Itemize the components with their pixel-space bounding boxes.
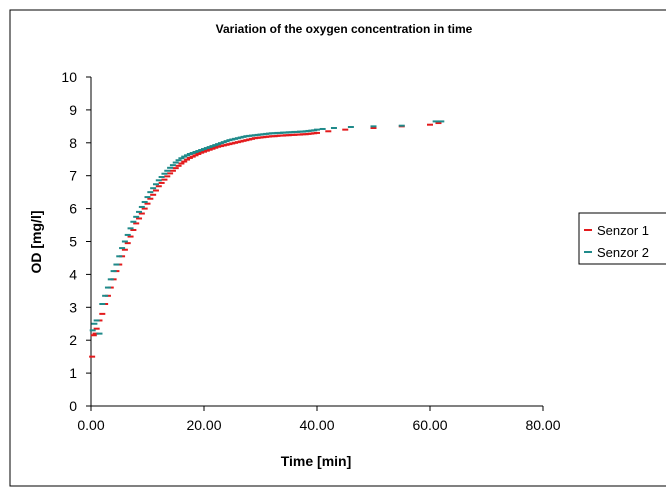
y-tick-label: 7: [69, 168, 77, 184]
x-tick-label: 60.00: [412, 417, 447, 433]
y-axis-label: OD [mg/l]: [28, 211, 44, 274]
y-tick-label: 9: [69, 102, 77, 118]
x-tick-label: 80.00: [525, 417, 560, 433]
x-tick-label: 0.00: [77, 417, 104, 433]
y-tick-label: 3: [69, 299, 77, 315]
legend-label-senzor-2: Senzor 2: [597, 245, 649, 260]
y-tick-label: 10: [61, 69, 77, 85]
x-axis-label: Time [min]: [281, 453, 352, 469]
y-tick-label: 8: [69, 135, 77, 151]
chart-border: [9, 9, 666, 487]
y-tick-label: 6: [69, 201, 77, 217]
plot-area: 0 1 2 3 4 5 6 7 8 9 10 0.00 20.00 40.00 60.00 80.00: [61, 69, 560, 433]
y-tick-label: 4: [69, 266, 77, 282]
y-tick-label: 0: [69, 398, 77, 414]
legend: Senzor 1 Senzor 2: [578, 212, 666, 265]
chart-title: Variation of the oxygen concentration in…: [216, 22, 473, 36]
y-tick-label: 5: [69, 234, 77, 250]
legend-label-senzor-1: Senzor 1: [597, 223, 649, 238]
x-tick-label: 40.00: [299, 417, 334, 433]
y-tick-label: 2: [69, 332, 77, 348]
legend-box: [578, 212, 666, 265]
y-tick-label: 1: [69, 365, 77, 381]
series-senzor-2: [89, 120, 445, 335]
x-tick-label: 20.00: [186, 417, 221, 433]
